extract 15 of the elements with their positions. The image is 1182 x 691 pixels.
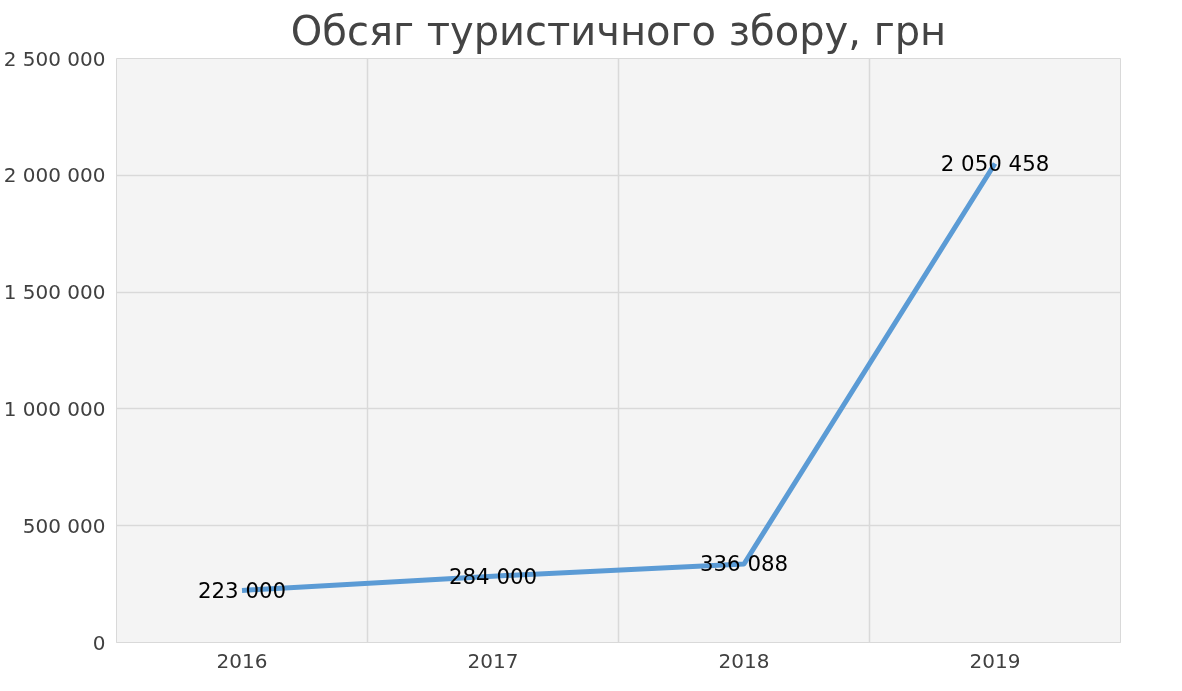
y-tick-label: 1 500 000	[3, 280, 106, 305]
y-tick-label: 0	[92, 630, 106, 655]
x-tick-label: 2017	[467, 648, 519, 673]
y-tick-label: 500 000	[22, 513, 106, 538]
y-tick-label: 2 500 000	[3, 46, 106, 71]
data-label: 336 088	[699, 551, 789, 577]
y-tick-label: 1 000 000	[3, 396, 106, 421]
x-tick-label: 2018	[718, 648, 770, 673]
y-tick-label: 2 000 000	[3, 163, 106, 188]
data-label: 284 000	[448, 563, 538, 589]
data-label: 223 000	[197, 577, 287, 603]
data-label: 2 050 458	[940, 151, 1050, 177]
x-tick-label: 2019	[969, 648, 1021, 673]
chart-title: Обсяг туристичного збору, грн	[290, 7, 947, 54]
x-tick-label: 2016	[216, 648, 268, 673]
